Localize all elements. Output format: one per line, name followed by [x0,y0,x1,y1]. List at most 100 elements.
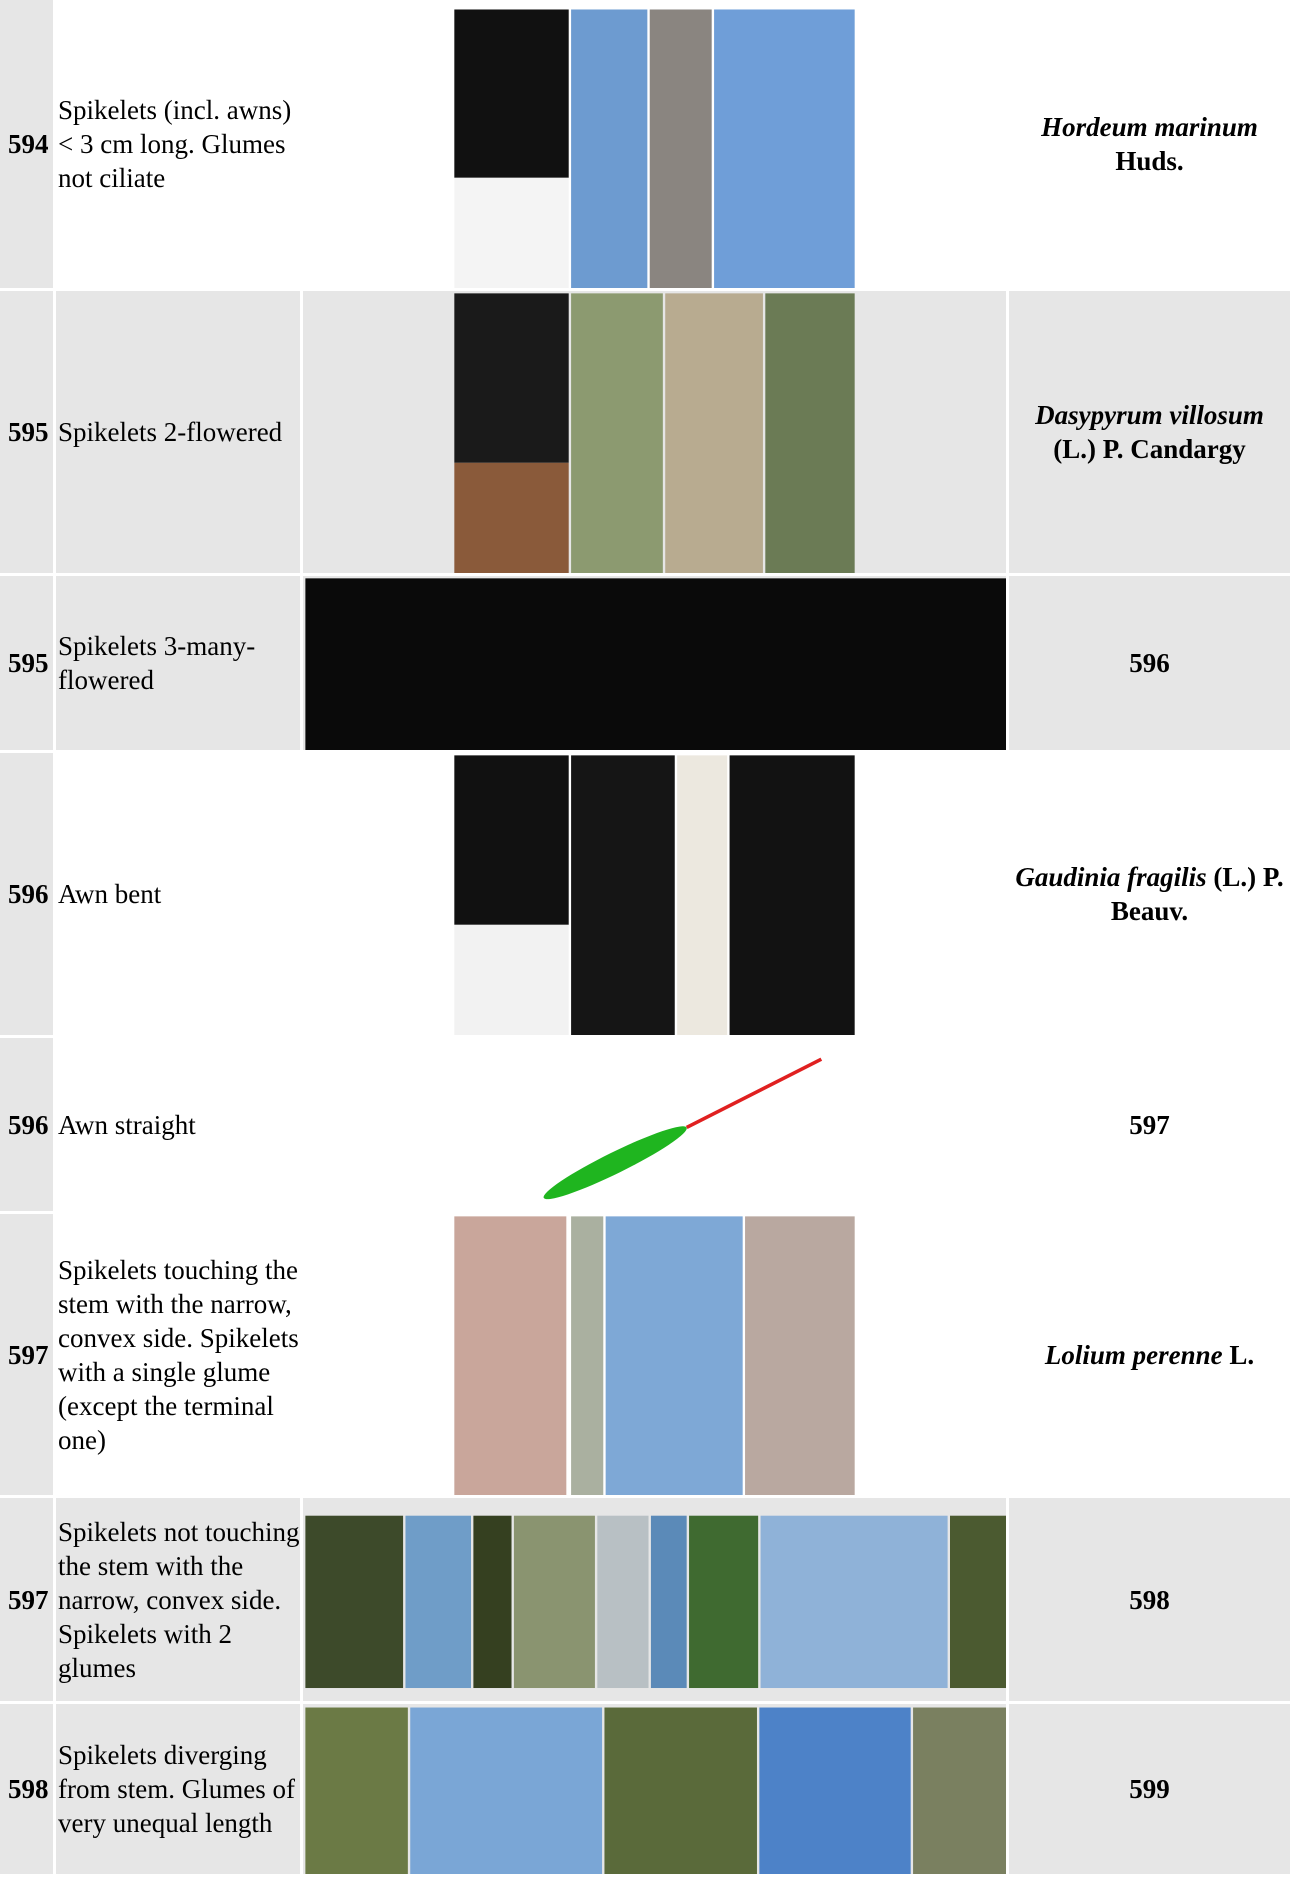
result-text: Hordeum marinum Huds. [1015,110,1284,178]
photo [714,9,855,288]
row-number: 595 [0,576,56,753]
description-text: Awn bent [58,879,162,909]
row-number: 597 [0,1498,56,1704]
image-strip [454,293,855,573]
taxon-name: Lolium perenne [1044,1339,1223,1370]
result-text: Lolium perenne L. [1045,1338,1254,1372]
photo [571,293,663,573]
row-number: 598 [0,1704,56,1877]
next-couplet: 599 [1129,1774,1170,1804]
row-images [303,1214,1009,1498]
photo [649,9,712,288]
row-number: 597 [0,1214,56,1498]
row-result: 596 [1009,576,1293,753]
photo [305,1515,404,1689]
photo [729,755,855,1035]
result-text: 598 [1129,1583,1170,1617]
photo [305,578,1006,750]
row-result: 598 [1009,1498,1293,1704]
row-images [303,0,1009,291]
row-images [303,291,1009,576]
row-number: 596 [0,753,56,1038]
image-strip [543,1057,823,1200]
row-images [303,1498,1009,1704]
result-text: Gaudinia fragilis (L.) P. Beauv. [1015,860,1284,928]
row-result: Lolium perenne L. [1009,1214,1293,1498]
row-result: 599 [1009,1704,1293,1877]
row-description: Awn straight [56,1038,303,1214]
photo [650,1515,687,1689]
photo [305,1707,408,1874]
photo [760,1515,948,1689]
taxon-author: (L.) P. Beauv. [1110,862,1284,926]
image-strip [454,1216,855,1495]
row-images [303,753,1009,1038]
row-images [303,1038,1009,1214]
row-description: Awn bent [56,753,303,1038]
photo [473,1515,512,1689]
row-description: Spikelets not touching the stem with the… [56,1498,303,1704]
row-description: Spikelets touching the stem with the nar… [56,1214,303,1498]
photo [597,1515,649,1689]
next-couplet: 597 [1129,1109,1170,1140]
photo [571,755,675,1035]
photo [454,293,569,463]
row-result: Hordeum marinum Huds. [1009,0,1293,291]
spikelet-diagram [543,1126,687,1200]
row-description: Spikelets diverging from stem. Glumes of… [56,1704,303,1877]
taxon-name: Dasypyrum villosum [1035,400,1264,430]
row-images [303,576,1009,753]
description-text: Spikelets not touching the stem with the… [58,1516,300,1683]
next-couplet: 598 [1129,1584,1170,1615]
image-strip [454,755,855,1035]
taxon-author: Huds. [1115,146,1184,176]
row-number: 595 [0,291,56,576]
description-text: Spikelets 2-flowered [58,417,283,447]
image-strip [305,1515,1006,1689]
result-text: 596 [1129,646,1170,680]
taxon-name: Hordeum marinum [1041,112,1258,142]
row-result: Dasypyrum villosum (L.) P. Candargy [1009,291,1293,576]
result-text: Dasypyrum villosum (L.) P. Candargy [1015,398,1284,466]
photo [454,924,569,1035]
row-result: Gaudinia fragilis (L.) P. Beauv. [1009,753,1293,1038]
row-images [303,1704,1009,1877]
taxon-author: L. [1229,1339,1255,1370]
taxon-author: (L.) P. Candargy [1053,434,1246,464]
description-text: Spikelets 3-many-flowered [58,631,256,695]
row-description: Spikelets 2-flowered [56,291,303,576]
row-number: 596 [0,1038,56,1214]
photo [745,1216,855,1495]
row-description: Spikelets (incl. awns) < 3 cm long. Glum… [56,0,303,291]
photo [454,755,569,925]
photo [571,1216,604,1495]
photo [571,9,648,288]
photo [454,1216,567,1495]
photo [605,1216,743,1495]
photo [759,1707,911,1874]
photo [405,1515,472,1689]
photo [410,1707,603,1874]
photo [665,293,763,573]
row-result: 597 [1009,1038,1293,1214]
photo [454,9,569,178]
next-couplet: 596 [1129,648,1170,678]
taxon-name: Gaudinia fragilis [1015,862,1207,892]
awn-diagram [685,1057,823,1130]
image-strip [305,578,1006,750]
photo [454,177,569,288]
photo [949,1515,1006,1689]
image-strip [454,9,855,288]
description-text: Spikelets touching the stem with the nar… [58,1254,299,1455]
photo [513,1515,595,1689]
description-text: Spikelets (incl. awns) < 3 cm long. Glum… [58,95,292,193]
description-text: Spikelets diverging from stem. Glumes of… [58,1740,295,1838]
photo [689,1515,759,1689]
description-text: Awn straight [58,1109,196,1140]
row-description: Spikelets 3-many-flowered [56,576,303,753]
photo [765,293,855,573]
photo [454,462,569,573]
row-number: 594 [0,0,56,291]
